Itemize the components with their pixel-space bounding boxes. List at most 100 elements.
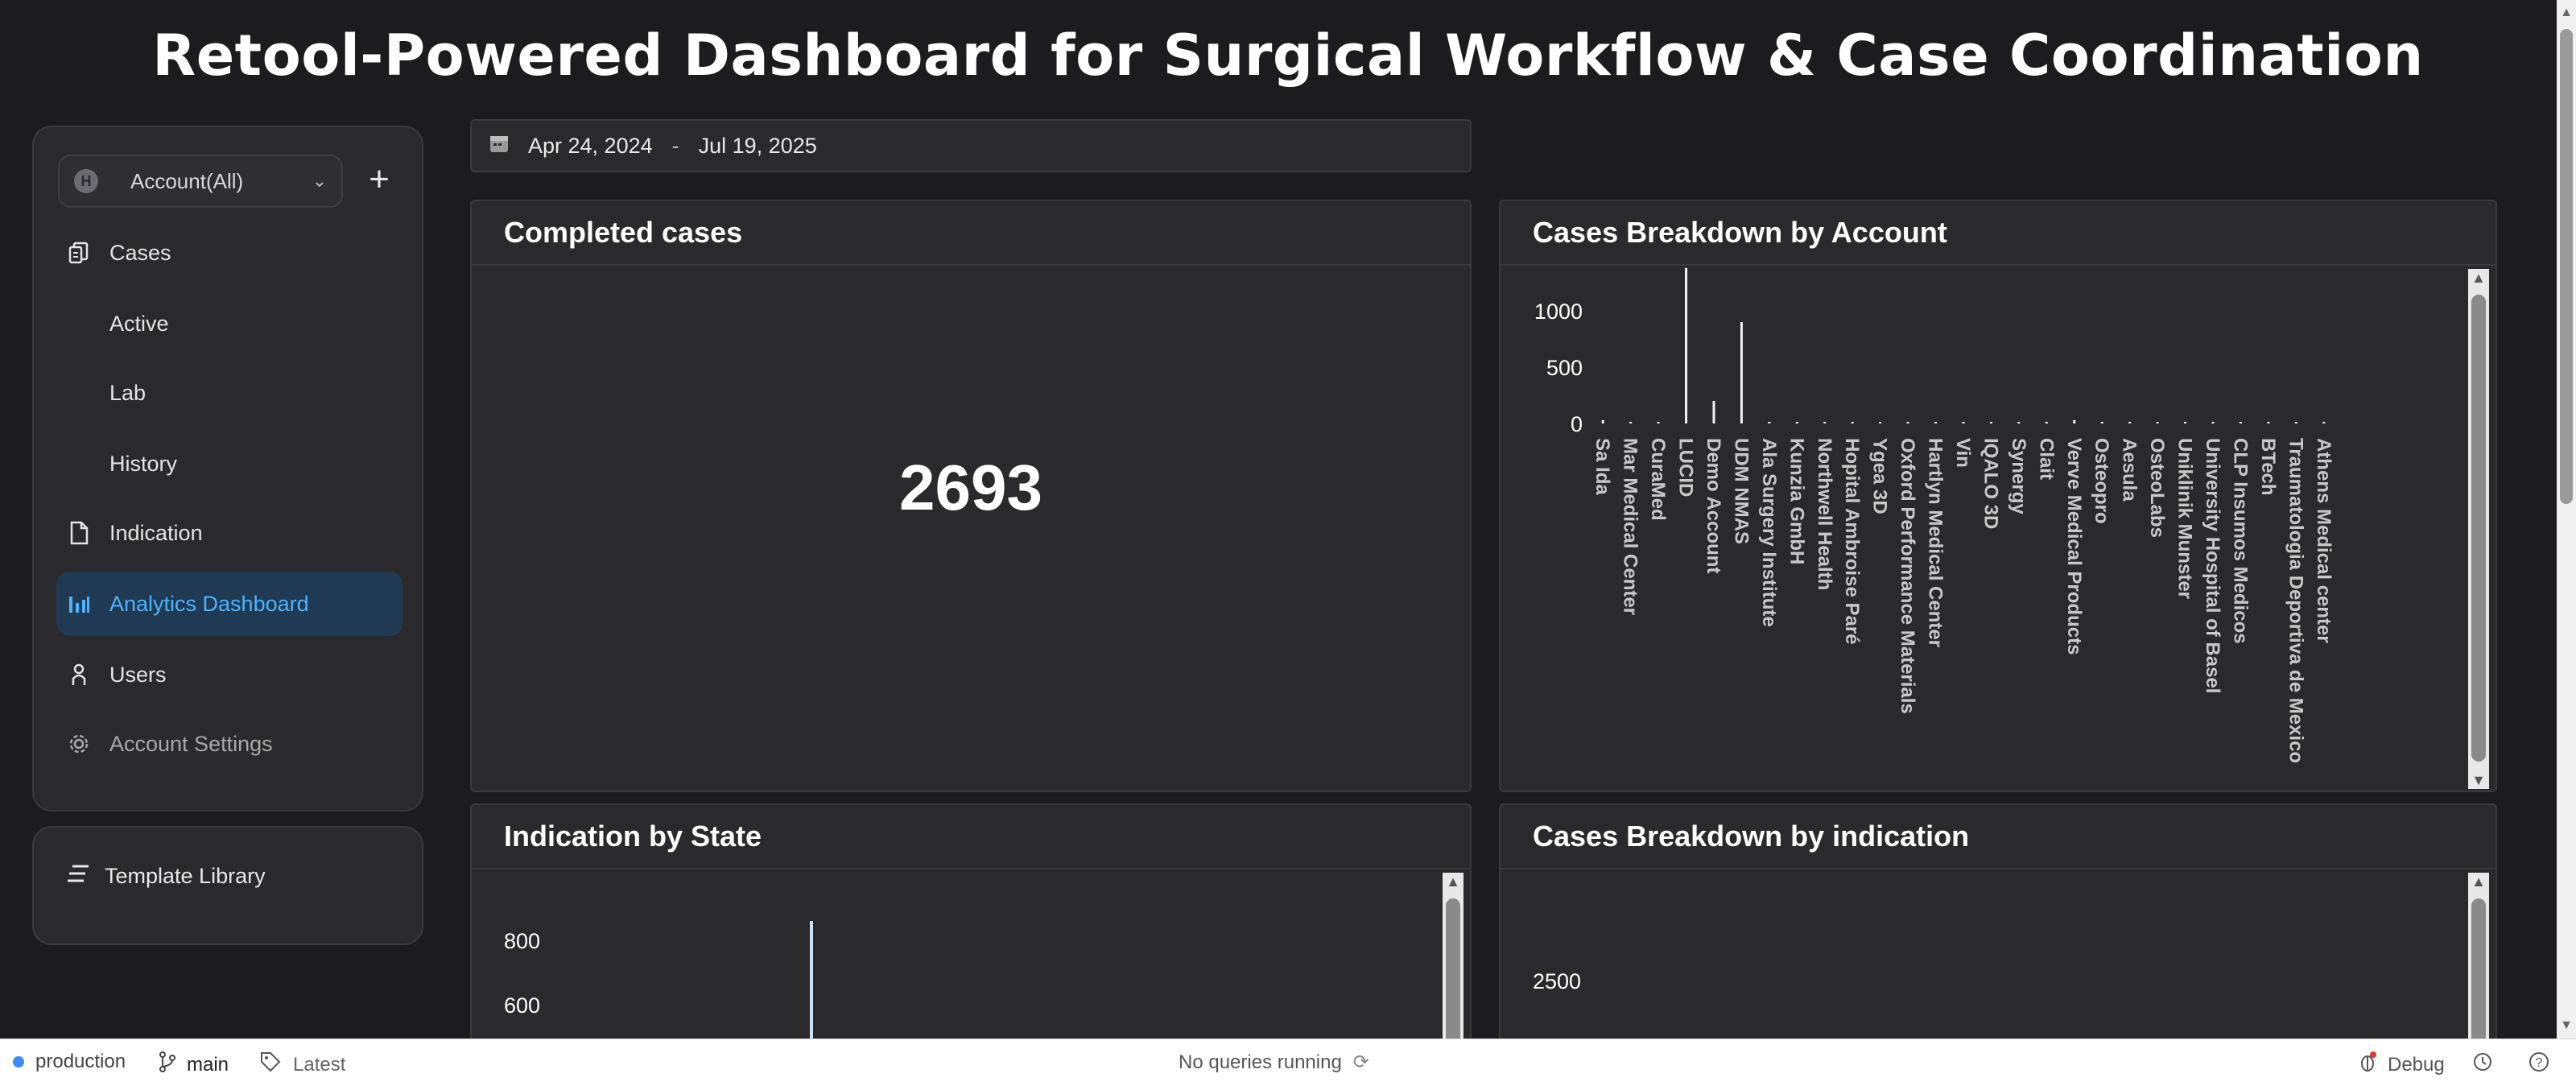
bar	[1685, 267, 1688, 423]
status-bar: production main Latest No queries runnin…	[0, 1039, 2576, 1082]
account-breakdown-chart: 1000 500 0 Sa Ida Mar Medical Center CuraMed L…	[1534, 267, 2334, 763]
scroll-down-icon[interactable]: ▼	[2471, 772, 2486, 788]
scroll-thumb[interactable]	[2471, 295, 2486, 762]
list-icon	[66, 863, 90, 890]
y-tick-label: 600	[504, 993, 540, 1018]
panel-scrollbar[interactable]: ▲	[2468, 873, 2489, 1043]
sidebar-item-active[interactable]: Active	[56, 291, 402, 356]
scroll-up-icon[interactable]: ▲	[2471, 270, 2486, 286]
sidebar-item-cases[interactable]: Cases	[56, 221, 402, 285]
debug-label: Debug	[2388, 1053, 2445, 1076]
account-badge: H	[74, 169, 98, 193]
x-tick-label: UDM NMAS	[1730, 438, 1752, 544]
bar	[2017, 422, 2021, 423]
bar	[810, 921, 813, 1043]
bar	[2211, 422, 2215, 423]
completed-cases-panel: Completed cases 2693	[470, 200, 1472, 792]
panel-title: Cases Breakdown by indication	[1501, 805, 2496, 869]
sidebar-item-lab[interactable]: Lab	[56, 361, 402, 425]
bar	[1657, 422, 1660, 423]
x-tick-label: Verve Medical Products	[2063, 438, 2085, 655]
y-tick-label: 500	[1546, 356, 1583, 380]
sidebar-item-label: Active	[109, 311, 169, 336]
query-status-label: No queries running	[1179, 1051, 1342, 1073]
page-scrollbar[interactable]: ▲ ▼	[2557, 0, 2576, 1039]
scroll-up-icon[interactable]: ▲	[2471, 873, 2486, 890]
add-account-button[interactable]: +	[369, 159, 390, 199]
completed-cases-value: 2693	[899, 452, 1042, 523]
bar	[2073, 419, 2076, 423]
gear-icon	[56, 733, 101, 755]
x-tick-label: Traumatologia Deportiva de Mexico	[2285, 438, 2306, 763]
y-tick-label: 0	[1571, 412, 1583, 436]
x-tick-label: Mar Medical Center	[1620, 438, 1641, 615]
sidebar-item-indication[interactable]: Indication	[56, 501, 402, 565]
y-tick-label: 1000	[1534, 299, 1583, 324]
sidebar-item-analytics-dashboard[interactable]: Analytics Dashboard	[56, 572, 402, 636]
x-tick-label: Ala Surgery Institute	[1758, 438, 1780, 627]
bar	[1823, 422, 1827, 423]
history-icon[interactable]	[2471, 1051, 2494, 1073]
scroll-down-icon[interactable]: ▼	[2560, 1018, 2573, 1032]
bar	[2045, 422, 2048, 423]
indication-breakdown-panel: Cases Breakdown by indication 2500 ▲	[1499, 803, 2497, 1045]
x-tick-label: Vin	[1952, 438, 1974, 468]
bar	[2156, 422, 2159, 423]
bar	[2294, 422, 2297, 423]
refresh-icon[interactable]: ⟳	[1352, 1051, 1369, 1073]
x-tick-label: CuraMed	[1647, 438, 1669, 521]
indication-state-panel: Indication by State 800 600 ▲	[470, 803, 1472, 1045]
x-tick-label: Uniklinik Munster	[2174, 438, 2196, 599]
x-tick-label: Sa Ida	[1591, 438, 1613, 495]
scroll-thumb[interactable]	[1446, 898, 1460, 1043]
bug-icon	[2357, 1051, 2378, 1079]
release-tag-selector[interactable]: Latest	[259, 1051, 345, 1079]
environment-selector[interactable]: production	[13, 1051, 126, 1073]
x-tick-label: Synergy	[2008, 438, 2029, 514]
x-tick-label: Kunzia GmbH	[1785, 438, 1807, 564]
bar	[1906, 422, 1909, 423]
sidebar-item-account-settings[interactable]: Account Settings	[56, 712, 402, 776]
x-tick-label: BTech	[2257, 438, 2279, 496]
x-tick-label: IQALO 3D	[1979, 438, 2001, 529]
y-tick-label: 800	[504, 929, 540, 953]
environment-label: production	[35, 1051, 126, 1072]
sidebar-item-label: Cases	[109, 240, 171, 265]
sidebar-item-history[interactable]: History	[56, 432, 402, 496]
bar	[1989, 422, 1992, 423]
date-range-picker[interactable]: Apr 24, 2024 - Jul 19, 2025	[470, 119, 1472, 172]
x-tick-label: OsteoLabs	[2146, 438, 2168, 538]
bar-chart-icon	[56, 593, 101, 614]
x-tick-label: LUCID	[1675, 438, 1697, 497]
branch-selector[interactable]: main	[158, 1051, 229, 1079]
user-icon	[56, 663, 101, 687]
panel-title: Indication by State	[472, 805, 1470, 869]
account-select[interactable]: H Account(All) ⌄	[58, 155, 343, 208]
bar	[2239, 422, 2242, 423]
bar	[2184, 422, 2187, 423]
x-tick-label: Hartlyn Medical Center	[1925, 438, 1946, 647]
help-icon[interactable]: ?	[2528, 1051, 2550, 1073]
tag-label: Latest	[293, 1053, 346, 1076]
date-end: Jul 19, 2025	[698, 133, 817, 158]
scroll-thumb[interactable]	[2560, 29, 2573, 504]
scroll-thumb[interactable]	[2471, 898, 2486, 1043]
bar	[1601, 419, 1604, 423]
panel-title: Cases Breakdown by Account	[1501, 201, 2496, 266]
environment-dot	[13, 1056, 24, 1068]
scroll-up-icon[interactable]: ▲	[1446, 873, 1460, 890]
debug-button[interactable]: Debug	[2357, 1051, 2445, 1079]
x-tick-label: University Hospital of Basel	[2202, 438, 2223, 693]
bar	[1934, 422, 1938, 423]
bar	[1629, 422, 1633, 423]
sidebar-item-label: Users	[109, 662, 167, 687]
sidebar-item-users[interactable]: Users	[56, 642, 402, 707]
x-tick-label: CLP Insumos Medicos	[2229, 438, 2251, 644]
x-tick-label: Clait	[2035, 438, 2057, 480]
panel-scrollbar[interactable]: ▲ ▼	[2468, 269, 2489, 789]
template-library-link[interactable]: Template Library	[66, 863, 266, 890]
scroll-up-icon[interactable]: ▲	[2560, 6, 2573, 19]
panel-scrollbar[interactable]: ▲	[1443, 873, 1463, 1043]
account-select-label: Account(All)	[130, 168, 244, 193]
svg-text:?: ?	[2536, 1056, 2543, 1070]
